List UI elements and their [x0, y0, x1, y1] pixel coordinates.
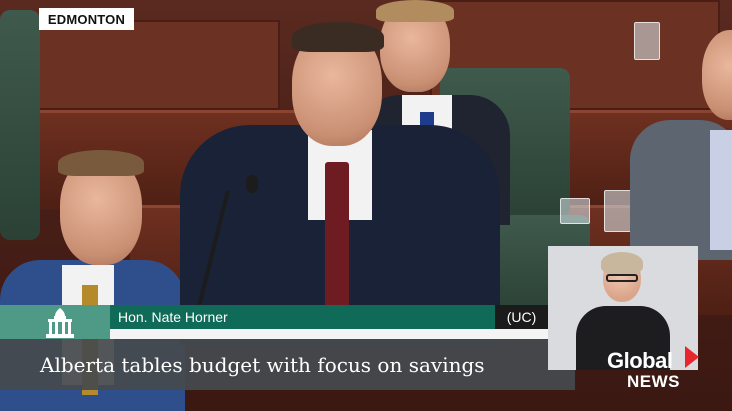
party-label: (UC) — [495, 305, 548, 329]
water-glass — [560, 198, 590, 224]
interpreter-glasses — [606, 274, 638, 282]
water-glass — [634, 22, 660, 60]
logo-news-text: NEWS — [627, 372, 680, 391]
speaker-name: Hon. Nate Horner — [110, 305, 495, 329]
logo-global-text: Global — [607, 348, 673, 373]
crest-box — [0, 305, 110, 339]
chair — [0, 10, 40, 240]
interpreter-body — [576, 306, 670, 370]
water-glass — [604, 190, 634, 232]
global-news-logo: Global NEWS — [607, 342, 703, 394]
interpreter-hair — [601, 252, 643, 274]
microphone — [246, 175, 258, 193]
global-news-arrow-icon — [685, 346, 699, 368]
sign-language-interpreter-inset — [548, 246, 698, 370]
legislature-crest-icon — [46, 308, 74, 338]
news-headline: Alberta tables budget with focus on savi… — [0, 339, 575, 390]
speaker-title-strip — [110, 329, 548, 339]
wall-panel — [20, 20, 280, 110]
speaker-lower-third: Hon. Nate Horner (UC) — [0, 305, 548, 339]
location-tag: EDMONTON — [39, 8, 134, 30]
